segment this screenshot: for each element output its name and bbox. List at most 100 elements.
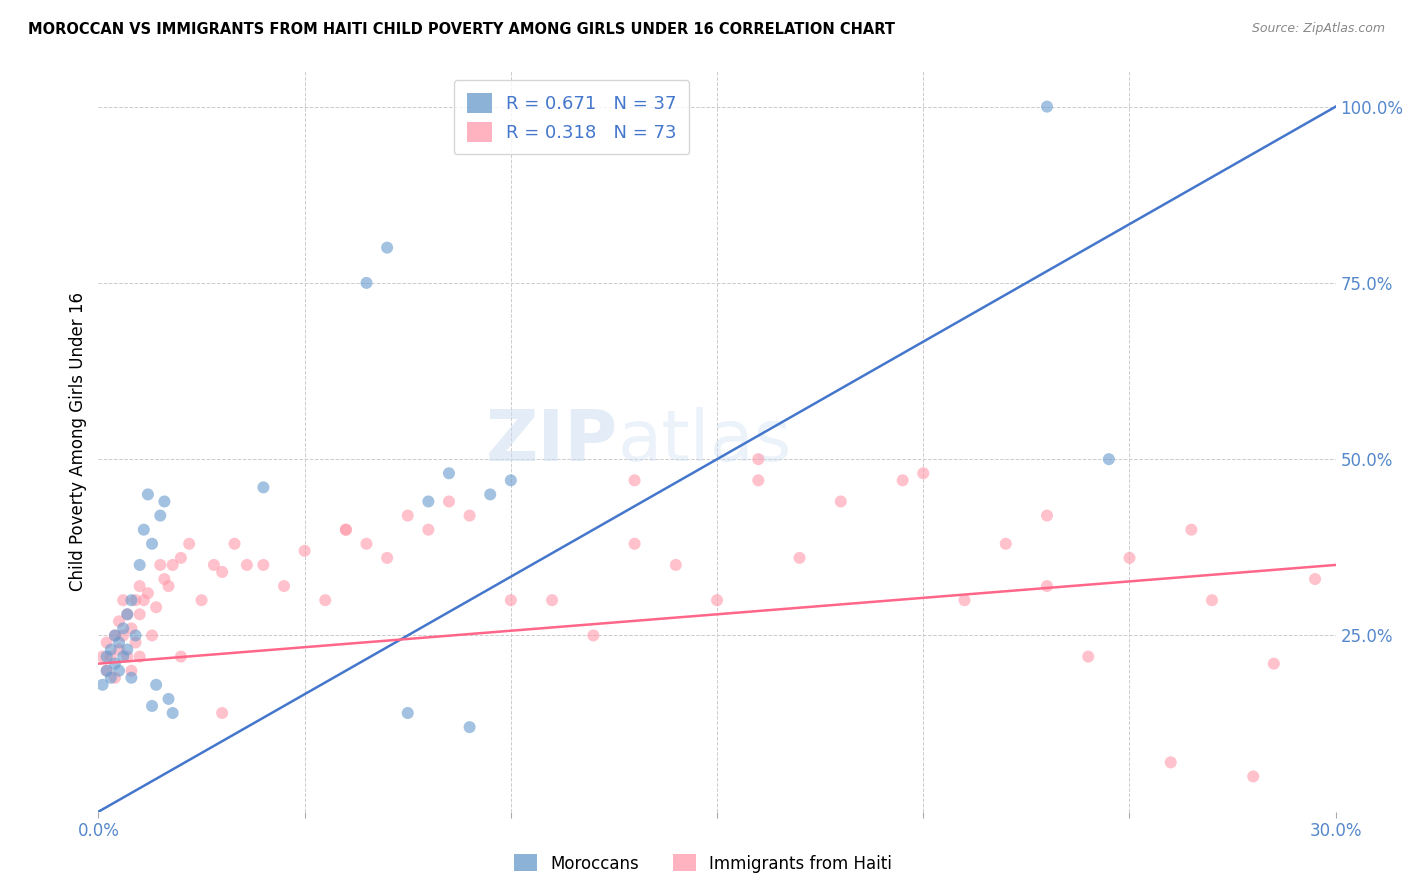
Point — [120, 593, 142, 607]
Point — [202, 558, 225, 572]
Point — [157, 579, 180, 593]
Point — [211, 706, 233, 720]
Point — [124, 628, 146, 642]
Point — [891, 473, 914, 487]
Point — [1077, 649, 1099, 664]
Point — [100, 649, 122, 664]
Point — [458, 720, 481, 734]
Point — [104, 657, 127, 671]
Point — [120, 664, 142, 678]
Point — [112, 649, 135, 664]
Point — [252, 480, 274, 494]
Point — [1180, 523, 1202, 537]
Point — [1303, 572, 1326, 586]
Point — [104, 671, 127, 685]
Legend: R = 0.671   N = 37, R = 0.318   N = 73: R = 0.671 N = 37, R = 0.318 N = 73 — [454, 80, 689, 154]
Point — [96, 649, 118, 664]
Point — [132, 523, 155, 537]
Point — [356, 276, 378, 290]
Point — [149, 508, 172, 523]
Point — [179, 537, 201, 551]
Point — [141, 698, 163, 713]
Point — [153, 494, 176, 508]
Point — [458, 508, 481, 523]
Point — [170, 550, 193, 565]
Point — [112, 593, 135, 607]
Point — [108, 615, 131, 629]
Point — [162, 706, 184, 720]
Point — [1160, 756, 1182, 770]
Point — [437, 467, 460, 481]
Point — [100, 642, 122, 657]
Point — [499, 473, 522, 487]
Point — [108, 635, 131, 649]
Point — [830, 494, 852, 508]
Point — [623, 473, 645, 487]
Point — [912, 467, 935, 481]
Point — [499, 593, 522, 607]
Point — [1036, 100, 1059, 114]
Y-axis label: Child Poverty Among Girls Under 16: Child Poverty Among Girls Under 16 — [69, 292, 87, 591]
Point — [112, 621, 135, 635]
Point — [117, 607, 139, 622]
Point — [706, 593, 728, 607]
Point — [104, 628, 127, 642]
Text: ZIP: ZIP — [486, 407, 619, 476]
Point — [108, 664, 131, 678]
Point — [120, 621, 142, 635]
Point — [136, 586, 159, 600]
Point — [124, 593, 146, 607]
Point — [128, 579, 150, 593]
Point — [91, 649, 114, 664]
Point — [117, 642, 139, 657]
Text: atlas: atlas — [619, 407, 793, 476]
Point — [747, 452, 769, 467]
Text: MOROCCAN VS IMMIGRANTS FROM HAITI CHILD POVERTY AMONG GIRLS UNDER 16 CORRELATION: MOROCCAN VS IMMIGRANTS FROM HAITI CHILD … — [28, 22, 896, 37]
Point — [236, 558, 259, 572]
Point — [582, 628, 605, 642]
Point — [314, 593, 336, 607]
Point — [747, 473, 769, 487]
Point — [541, 593, 564, 607]
Point — [170, 649, 193, 664]
Point — [128, 558, 150, 572]
Point — [479, 487, 502, 501]
Point — [104, 628, 127, 642]
Point — [1201, 593, 1223, 607]
Point — [375, 241, 398, 255]
Point — [1241, 769, 1264, 783]
Point — [112, 628, 135, 642]
Point — [128, 649, 150, 664]
Point — [356, 537, 378, 551]
Point — [789, 550, 811, 565]
Text: Source: ZipAtlas.com: Source: ZipAtlas.com — [1251, 22, 1385, 36]
Point — [91, 678, 114, 692]
Point — [252, 558, 274, 572]
Point — [162, 558, 184, 572]
Point — [1036, 508, 1059, 523]
Point — [623, 537, 645, 551]
Point — [132, 593, 155, 607]
Point — [108, 642, 131, 657]
Point — [141, 537, 163, 551]
Point — [145, 600, 167, 615]
Point — [418, 523, 440, 537]
Point — [224, 537, 246, 551]
Point — [335, 523, 357, 537]
Point — [396, 706, 419, 720]
Point — [994, 537, 1017, 551]
Point — [96, 664, 118, 678]
Point — [665, 558, 688, 572]
Point — [153, 572, 176, 586]
Point — [396, 508, 419, 523]
Point — [1118, 550, 1140, 565]
Point — [1263, 657, 1285, 671]
Legend: Moroccans, Immigrants from Haiti: Moroccans, Immigrants from Haiti — [508, 847, 898, 880]
Point — [96, 635, 118, 649]
Point — [100, 671, 122, 685]
Point — [136, 487, 159, 501]
Point — [375, 550, 398, 565]
Point — [128, 607, 150, 622]
Point — [190, 593, 212, 607]
Point — [96, 664, 118, 678]
